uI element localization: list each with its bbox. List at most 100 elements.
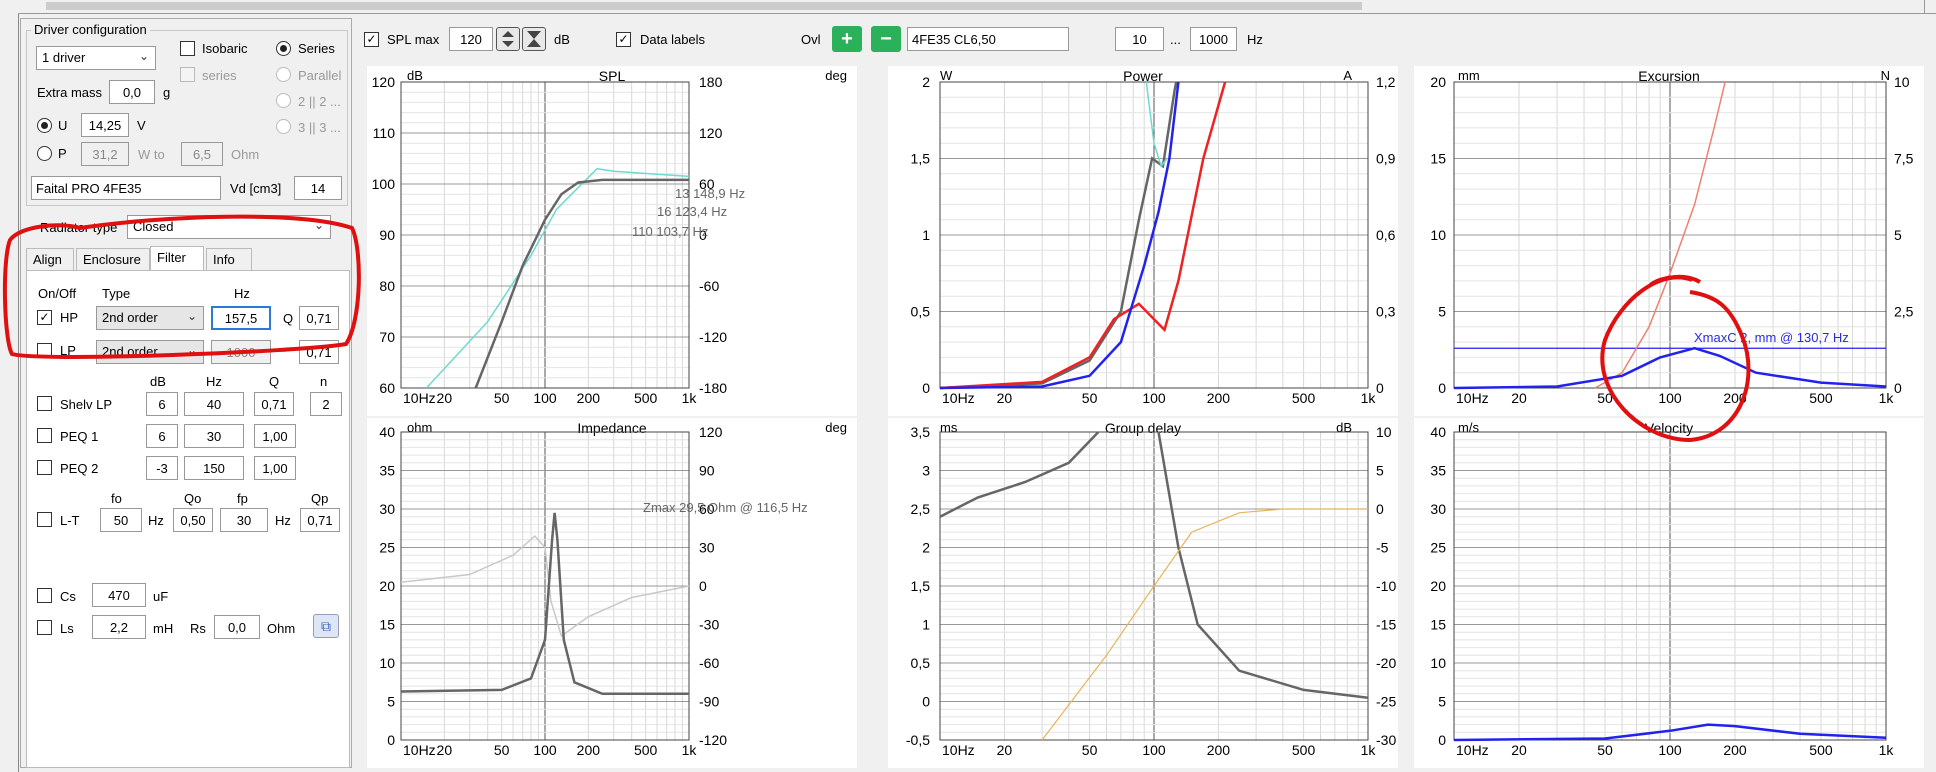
excursion-title: Excursion — [1638, 68, 1700, 84]
gd-x-tick: 50 — [1082, 742, 1098, 758]
gd-frame — [939, 431, 1369, 741]
peq2-hz-input[interactable]: 150 — [184, 456, 244, 480]
plus-icon[interactable]: + — [832, 26, 862, 52]
lp-type-select[interactable]: 2nd order ⌄ — [96, 340, 204, 364]
u-unit: V — [137, 118, 146, 133]
shelv-n-input[interactable]: 2 — [310, 392, 342, 416]
fmin-input[interactable]: 10 — [1115, 27, 1164, 51]
lt-fp-input[interactable]: 30 — [220, 508, 268, 532]
scroll-thumb[interactable] — [46, 2, 1362, 10]
power-x-tick: 20 — [997, 390, 1013, 406]
impedance-curve — [400, 512, 689, 696]
spl-dark-curve — [474, 178, 689, 389]
shelv-q-input[interactable]: 0,71 — [254, 392, 294, 416]
rs-input[interactable]: 0,0 — [214, 615, 260, 639]
series-sub-label: series — [202, 68, 237, 83]
power-left-tick: 1 — [922, 227, 930, 243]
chevron-down-icon: ⌄ — [186, 309, 197, 323]
copy-icon[interactable]: ⧉ — [313, 614, 339, 638]
gd-x-tick: 200 — [1207, 742, 1231, 758]
excursion-right-unit: N — [1880, 68, 1890, 83]
tab-filter[interactable]: Filter — [150, 246, 204, 270]
col-q-header: Q — [269, 374, 280, 389]
ohm-input[interactable]: 6,5 — [181, 142, 223, 166]
splmax-checkbox[interactable]: ✓ — [364, 32, 379, 47]
imp-left-tick: 10 — [379, 655, 395, 671]
hp-checkbox[interactable]: ✓ — [37, 310, 52, 325]
splmax-label: SPL max — [387, 32, 440, 47]
zoom-button[interactable] — [522, 27, 546, 51]
vd-input[interactable]: 14 — [294, 176, 342, 200]
impedance-right-unit: deg — [825, 420, 847, 435]
splmax-spinner[interactable] — [496, 27, 520, 51]
minus-icon[interactable]: − — [871, 26, 901, 52]
spl-x-tick: 200 — [577, 390, 601, 406]
drivers-select[interactable]: 1 driver ⌄ — [36, 46, 156, 70]
spl-right-tick: -60 — [699, 278, 719, 294]
isobaric-label: Isobaric — [202, 41, 248, 56]
hp-type-select[interactable]: 2nd order ⌄ — [96, 306, 204, 330]
peq2-q-input[interactable]: 1,00 — [254, 456, 296, 480]
u-radio[interactable] — [37, 118, 52, 133]
cs-input[interactable]: 470 — [92, 583, 146, 607]
peq1-q-input[interactable]: 1,00 — [254, 424, 296, 448]
peq1-hz-input[interactable]: 30 — [184, 424, 244, 448]
peq2-checkbox[interactable] — [37, 460, 52, 475]
vel-x-tick: 50 — [1597, 742, 1613, 758]
p-input[interactable]: 31,2 — [81, 142, 129, 166]
series-sub-checkbox[interactable] — [180, 67, 195, 82]
spl-left-unit: dB — [407, 68, 423, 83]
lp-hz-input[interactable]: 1000 — [211, 340, 271, 364]
power-right-unit: A — [1343, 68, 1352, 83]
p22-radio[interactable] — [276, 93, 291, 108]
overlay-name-input[interactable]: 4FE35 CL6,50 — [907, 27, 1069, 51]
radiator-type-select[interactable]: Closed ⌄ — [127, 215, 331, 239]
isobaric-checkbox[interactable] — [180, 41, 195, 56]
ls-checkbox[interactable] — [37, 620, 52, 635]
lp-q-input[interactable]: 0,71 — [299, 340, 339, 364]
lt-fo-input[interactable]: 50 — [100, 508, 142, 532]
series-radio[interactable] — [276, 41, 291, 56]
shelv-hz-input[interactable]: 40 — [184, 392, 244, 416]
xmax-label: XmaxC 2, mm @ 130,7 Hz — [1694, 330, 1849, 345]
peq1-checkbox[interactable] — [37, 428, 52, 443]
chevron-down-icon: ⌄ — [186, 343, 197, 357]
chevron-down-icon: ⌄ — [138, 49, 149, 63]
shelv-checkbox[interactable] — [37, 396, 52, 411]
fmax-input[interactable]: 1000 — [1190, 27, 1237, 51]
driver-name-field[interactable]: Faital PRO 4FE35 — [31, 176, 221, 200]
hp-q-input[interactable]: 0,71 — [299, 306, 339, 330]
top-scrollbar[interactable] — [18, 0, 1936, 14]
u-label: U — [58, 118, 68, 133]
extra-mass-input[interactable]: 0,0 — [109, 80, 155, 104]
w-to-label: W to — [138, 147, 165, 162]
exc-left-tick: 0 — [1438, 380, 1446, 396]
tab-info[interactable]: Info — [206, 248, 252, 270]
imp-x-tick: 500 — [634, 742, 658, 758]
lt-qp-input[interactable]: 0,71 — [300, 508, 340, 532]
datalabels-checkbox[interactable]: ✓ — [616, 32, 631, 47]
imp-right-tick: 120 — [699, 424, 723, 440]
p-radio[interactable] — [37, 146, 52, 161]
lp-checkbox[interactable] — [37, 343, 52, 358]
shelv-db-input[interactable]: 6 — [146, 392, 178, 416]
ls-input[interactable]: 2,2 — [92, 615, 146, 639]
parallel-radio[interactable] — [276, 67, 291, 82]
p33-radio[interactable] — [276, 119, 291, 134]
peq2-db-input[interactable]: -3 — [146, 456, 178, 480]
vel-left-tick: 40 — [1430, 424, 1446, 440]
tab-align[interactable]: Align — [26, 248, 74, 270]
cs-checkbox[interactable] — [37, 588, 52, 603]
tab-enclosure[interactable]: Enclosure — [76, 248, 150, 270]
u-input[interactable]: 14,25 — [81, 113, 129, 137]
ls-unit: mH — [153, 621, 174, 636]
lt-checkbox[interactable] — [37, 512, 52, 527]
lt-qo-input[interactable]: 0,50 — [173, 508, 213, 532]
hp-hz-input[interactable]: 157,5 — [211, 306, 271, 330]
peq1-db-input[interactable]: 6 — [146, 424, 178, 448]
groupdelay-curve-right — [1157, 431, 1369, 699]
gd-right-tick: -5 — [1376, 540, 1389, 556]
power-x-tick: 50 — [1082, 390, 1098, 406]
splmax-input[interactable]: 120 — [449, 27, 493, 51]
